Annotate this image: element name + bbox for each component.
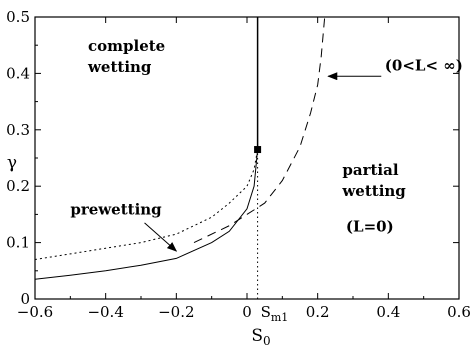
y-tick-label: 0 (20, 290, 30, 308)
y-tick-label: 0.2 (6, 177, 30, 195)
x-tick-label: 0.4 (376, 303, 400, 321)
y-tick-label: 0.5 (6, 8, 30, 26)
annotation-arrow (144, 222, 178, 252)
x-tick-label: 0 (242, 303, 252, 321)
y-tick-label: 0.4 (6, 64, 30, 82)
y-axis-title: γ (7, 153, 17, 173)
series-layer (34, 16, 326, 299)
series-line-dashed (193, 16, 326, 244)
annotation-line: wetting (87, 58, 152, 76)
x-tick-label: −0.6 (17, 303, 53, 321)
annotation-label: (0<L< ∞) (385, 57, 463, 75)
y-tick-label: 0.3 (6, 121, 30, 139)
x-tick-label: 0.6 (447, 303, 471, 321)
annotation-label: prewetting (70, 200, 162, 218)
special-x-tick-subscript: m1 (271, 311, 288, 324)
annotation-layer: complete wetting partial wetting (L=0) prewet… (70, 37, 463, 252)
annotation-line: wetting (341, 182, 406, 200)
annotation-label: complete wetting (87, 37, 165, 76)
x-tick-label: −0.4 (87, 303, 123, 321)
annotation-label: partial wetting (341, 161, 406, 200)
special-x-tick-label: Sm1 (261, 303, 289, 324)
x-tick-label: −0.2 (158, 303, 194, 321)
annotation-line: prewetting (70, 200, 162, 218)
annotation-line: (0<L< ∞) (385, 57, 463, 75)
x-tick-label: 0.2 (306, 303, 330, 321)
annotation-line: partial (342, 161, 398, 179)
annotation-label: (L=0) (346, 217, 394, 235)
y-tick-label: 0.1 (6, 234, 30, 252)
annotation-line: (L=0) (346, 217, 394, 235)
x-axis-title-subscript: 0 (263, 334, 271, 347)
triple-point-marker (254, 146, 262, 154)
x-axis-title: S0 (251, 326, 270, 347)
series-line-solid (34, 149, 259, 280)
annotation-line: complete (88, 37, 165, 55)
